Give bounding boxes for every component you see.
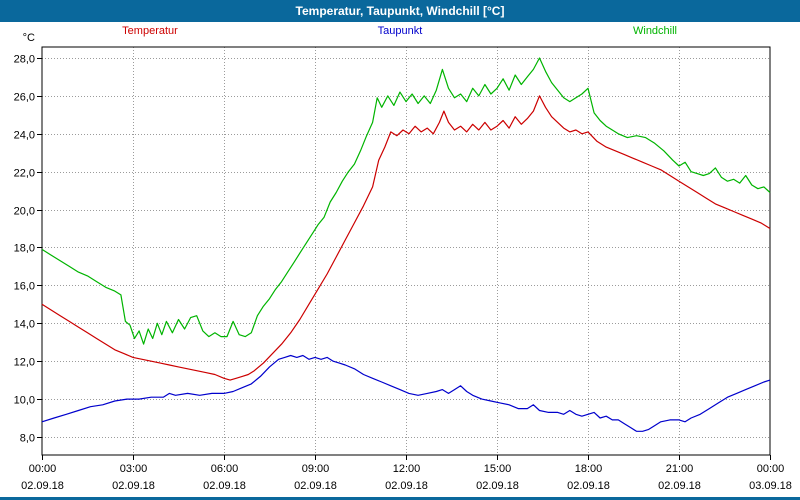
window-titlebar: Temperatur, Taupunkt, Windchill [°C] [0, 0, 800, 22]
svg-text:20,0: 20,0 [14, 206, 35, 218]
svg-text:03.09.18: 03.09.18 [749, 480, 792, 492]
svg-text:02.09.18: 02.09.18 [658, 480, 701, 492]
svg-text:02.09.18: 02.09.18 [203, 480, 246, 492]
svg-text:28,0: 28,0 [14, 54, 35, 66]
legend-item-2: Windchill [632, 25, 678, 37]
svg-text:12:00: 12:00 [393, 463, 421, 475]
svg-text:00:00: 00:00 [757, 463, 785, 475]
svg-text:00:00: 00:00 [29, 463, 57, 475]
svg-text:12,0: 12,0 [14, 357, 35, 369]
svg-text:06:00: 06:00 [211, 463, 239, 475]
svg-text:10,0: 10,0 [14, 395, 35, 407]
svg-text:15:00: 15:00 [484, 463, 512, 475]
chart-plot: 28,0 26,0 24,0 22,0 20,0 18,0 16,0 14,0 12,0 10,0… [14, 32, 792, 492]
svg-text:02.09.18: 02.09.18 [294, 480, 337, 492]
svg-text:02.09.18: 02.09.18 [476, 480, 519, 492]
legend-item-0: Temperatur [122, 25, 178, 37]
svg-text:02.09.18: 02.09.18 [21, 480, 64, 492]
svg-text:°C: °C [23, 32, 35, 44]
svg-text:16,0: 16,0 [14, 281, 35, 293]
svg-text:09:00: 09:00 [302, 463, 330, 475]
svg-text:02.09.18: 02.09.18 [112, 480, 155, 492]
svg-text:03:00: 03:00 [120, 463, 148, 475]
svg-text:26,0: 26,0 [14, 92, 35, 104]
svg-text:14,0: 14,0 [14, 319, 35, 331]
window-bottom-frame [0, 497, 800, 500]
window-title: Temperatur, Taupunkt, Windchill [°C] [295, 4, 505, 18]
svg-text:24,0: 24,0 [14, 130, 35, 142]
svg-text:22,0: 22,0 [14, 168, 35, 180]
svg-text:8,0: 8,0 [20, 433, 35, 445]
svg-text:18:00: 18:00 [575, 463, 603, 475]
legend-item-1: Taupunkt [377, 25, 423, 37]
svg-text:18,0: 18,0 [14, 243, 35, 255]
svg-text:02.09.18: 02.09.18 [385, 480, 428, 492]
svg-text:02.09.18: 02.09.18 [567, 480, 610, 492]
svg-text:21:00: 21:00 [666, 463, 694, 475]
